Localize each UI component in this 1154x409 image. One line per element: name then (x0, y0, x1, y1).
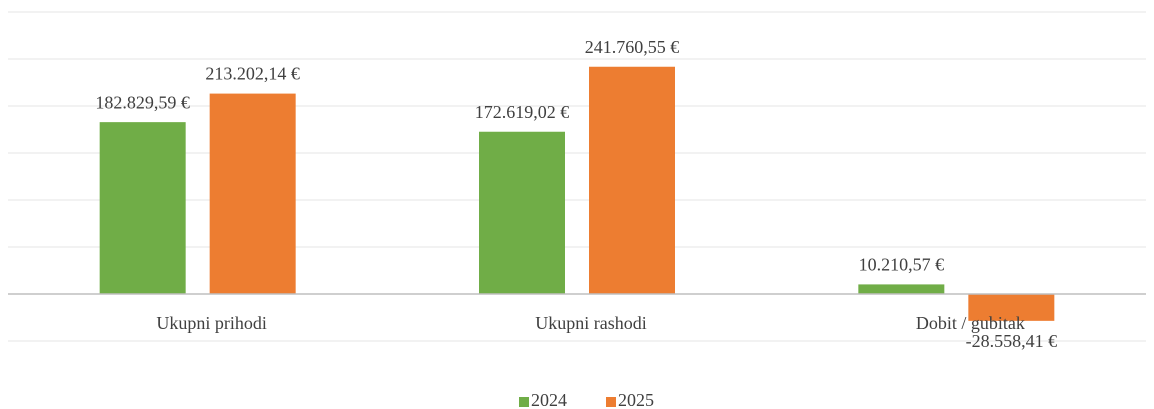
data-label: -28.558,41 € (966, 331, 1058, 351)
data-label: 241.760,55 € (585, 37, 680, 57)
x-tick-label: Ukupni rashodi (535, 313, 647, 333)
legend-swatch (606, 397, 616, 407)
data-label: 182.829,59 € (95, 92, 190, 112)
data-label: 213.202,14 € (205, 64, 300, 84)
data-label: 172.619,02 € (475, 102, 570, 122)
data-label: 10.210,57 € (859, 255, 945, 275)
x-tick-label: Ukupni prihodi (156, 313, 267, 333)
bar (209, 93, 296, 294)
legend-label: 2025 (618, 390, 654, 409)
x-tick-label: Dobit / gubitak (916, 313, 1025, 333)
bar (589, 66, 675, 294)
bar (99, 122, 186, 294)
legend-label: 2024 (531, 390, 567, 409)
bar (858, 284, 945, 294)
legend-swatch (519, 397, 529, 407)
bar (968, 294, 1055, 321)
bar (479, 131, 565, 294)
